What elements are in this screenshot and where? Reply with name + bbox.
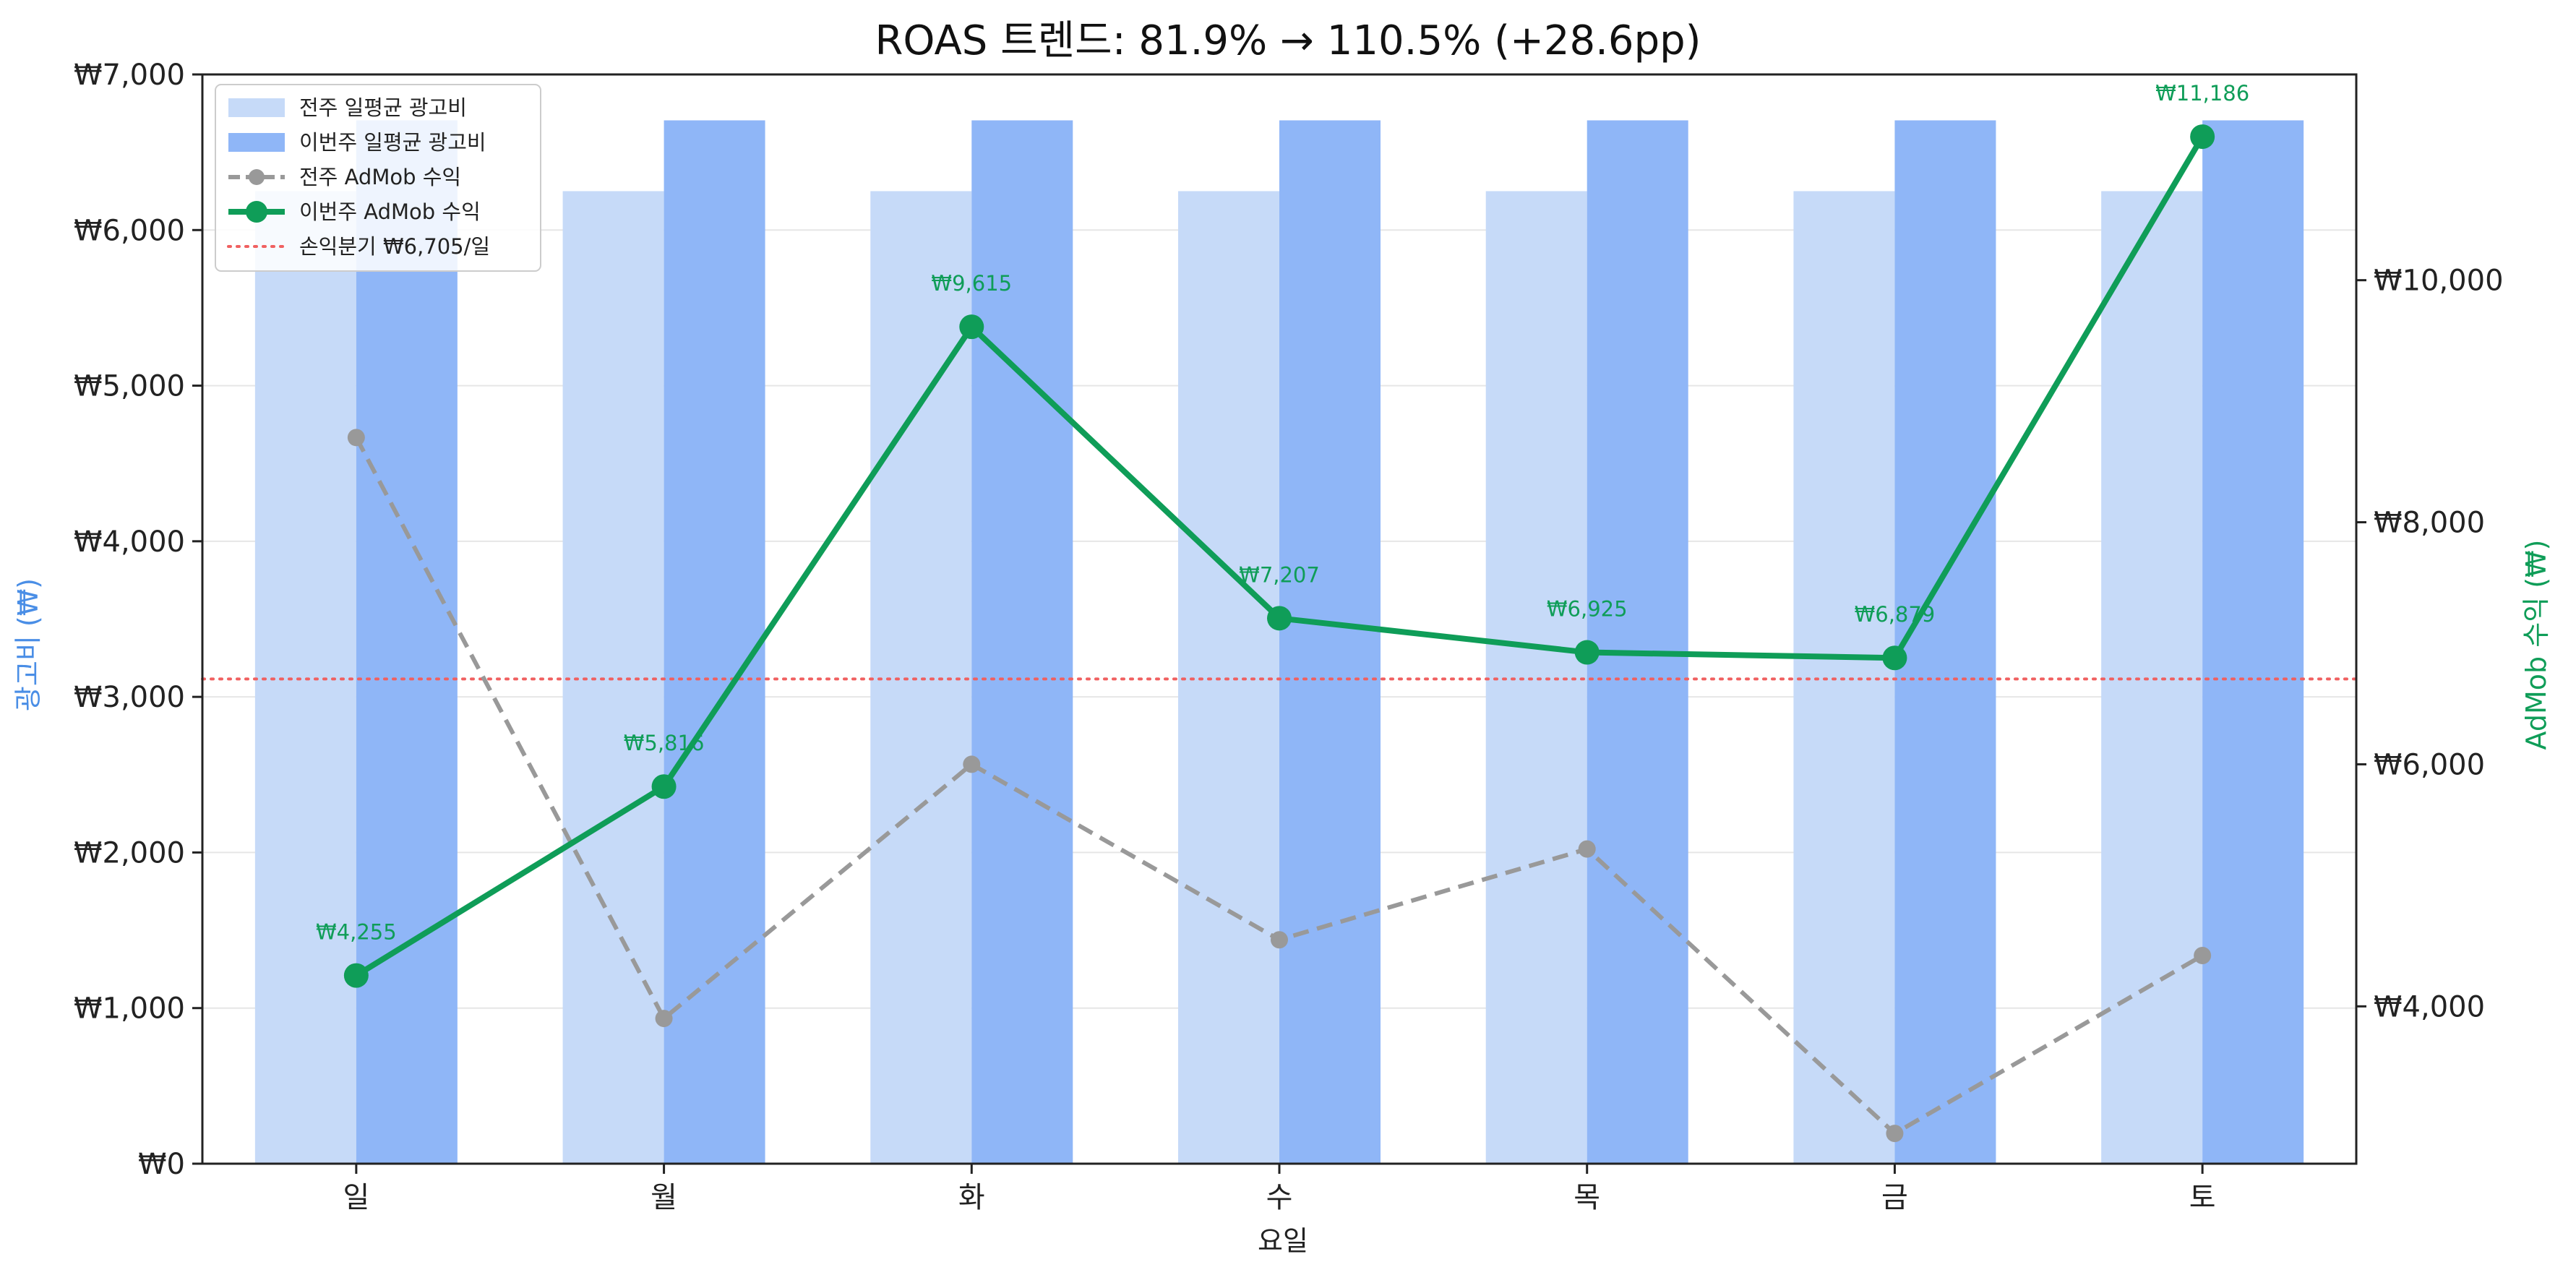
bar-prev-week — [1178, 191, 1279, 1164]
y-tick-label: ₩3,000 — [74, 681, 185, 714]
bar-this-week — [356, 120, 458, 1164]
legend-this-week-admob-label: 이번주 AdMob 수익 — [299, 199, 481, 224]
data-label: ₩6,925 — [1547, 597, 1628, 622]
y-right-tick-label: ₩8,000 — [2374, 507, 2485, 540]
bar-prev-week — [254, 191, 356, 1164]
bar-this-week — [1279, 120, 1381, 1164]
x-tick-label: 금 — [1881, 1181, 1908, 1214]
y-right-tick-label: ₩6,000 — [2374, 748, 2485, 781]
x-tick-label: 목 — [1573, 1181, 1600, 1214]
legend-this-week-spend-label: 이번주 일평균 광고비 — [299, 130, 486, 155]
plot-area: ₩4,255 ₩5,816 ₩9,615 ₩7,207 ₩6,925 ₩6,879 ₩11,… — [201, 81, 2358, 1164]
point-this-week-admob — [2190, 124, 2215, 150]
legend-breakeven-label: 손익분기 ₩6,705/일 — [299, 234, 490, 259]
axes: ₩0 ₩1,000 ₩2,000 ₩3,000 ₩4,000 ₩5,000 ₩6,000 ₩7… — [74, 59, 2504, 1214]
x-axis-label: 요일 — [1258, 1225, 1308, 1257]
data-label: ₩9,615 — [931, 271, 1012, 296]
point-this-week-admob — [959, 314, 984, 340]
bar-this-week — [971, 120, 1073, 1164]
data-label: ₩4,255 — [316, 920, 397, 945]
point-prev-week-admob — [2194, 946, 2212, 964]
y-tick-label: ₩4,000 — [74, 525, 185, 559]
legend-prev-week-spend-swatch — [228, 98, 285, 117]
y-tick-label: ₩7,000 — [74, 59, 185, 92]
y-right-tick-label: ₩4,000 — [2374, 990, 2485, 1023]
bar-prev-week — [870, 191, 972, 1164]
bar-this-week — [2202, 120, 2304, 1164]
y-tick-label: ₩5,000 — [74, 370, 185, 403]
legend-this-week-spend-swatch — [228, 133, 285, 152]
point-prev-week-admob — [655, 1010, 673, 1028]
y-tick-label: ₩2,000 — [74, 836, 185, 870]
y-tick-label: ₩0 — [138, 1148, 185, 1181]
bar-this-week — [664, 120, 765, 1164]
data-label: ₩11,186 — [2155, 81, 2249, 106]
legend-prev-week-admob-marker — [249, 169, 265, 185]
point-prev-week-admob — [1578, 840, 1596, 858]
bar-prev-week — [2101, 191, 2203, 1164]
x-tick-label: 월 — [651, 1181, 677, 1214]
legend-box — [215, 84, 541, 272]
point-prev-week-admob — [1271, 931, 1288, 949]
bar-this-week — [1587, 120, 1688, 1164]
data-label: ₩5,816 — [624, 731, 705, 755]
y-right-tick-label: ₩10,000 — [2374, 265, 2504, 298]
x-tick-label: 일 — [343, 1181, 369, 1214]
point-this-week-admob — [1267, 606, 1292, 631]
bar-this-week — [1894, 120, 1996, 1164]
bar-prev-week — [562, 191, 664, 1164]
point-this-week-admob — [1882, 645, 1907, 671]
x-tick-label: 토 — [2189, 1181, 2216, 1214]
point-prev-week-admob — [1886, 1125, 1904, 1143]
y-axis-label: 광고비 (₩) — [12, 578, 44, 711]
x-tick-label: 수 — [1266, 1181, 1293, 1214]
bar-prev-week — [1485, 191, 1587, 1164]
point-this-week-admob — [651, 774, 677, 799]
chart-title: ROAS 트렌드: 81.9% → 110.5% (+28.6pp) — [875, 17, 1701, 64]
point-prev-week-admob — [963, 755, 981, 773]
y-tick-label: ₩6,000 — [74, 214, 185, 247]
legend-prev-week-spend-label: 전주 일평균 광고비 — [299, 95, 467, 120]
legend-this-week-admob-marker — [246, 201, 267, 223]
data-label: ₩7,207 — [1239, 562, 1320, 587]
y-tick-label: ₩1,000 — [74, 992, 185, 1026]
point-this-week-admob — [1574, 640, 1600, 665]
point-this-week-admob — [343, 963, 369, 988]
x-tick-label: 화 — [958, 1181, 985, 1214]
point-prev-week-admob — [347, 429, 365, 447]
y-axis-right-label: AdMob 수익 (₩) — [2520, 540, 2552, 750]
bar-prev-week — [1793, 191, 1895, 1164]
legend-prev-week-admob-label: 전주 AdMob 수익 — [299, 165, 461, 189]
data-label: ₩6,879 — [1855, 602, 1936, 627]
